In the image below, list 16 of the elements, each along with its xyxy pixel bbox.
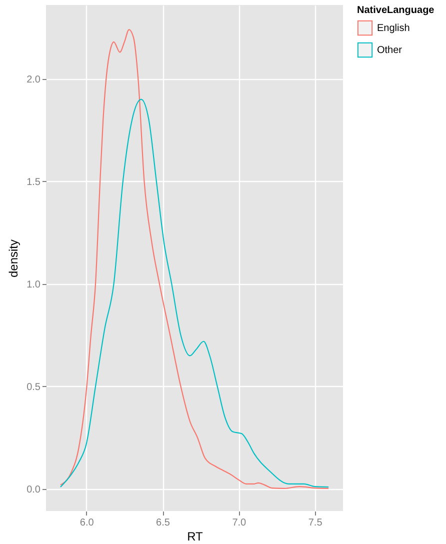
x-tick-label: 7.0	[232, 518, 247, 528]
line-series	[60, 29, 330, 489]
x-axis-title: RT	[187, 530, 204, 544]
legend-title: NativeLanguage	[357, 5, 435, 16]
y-tick-label: 1.5	[26, 176, 41, 188]
y-tick-label: 1.0	[26, 279, 41, 290]
x-tick-label: 6.5	[156, 518, 170, 528]
y-axis-title: density	[6, 239, 21, 278]
legend-label: Other	[377, 45, 403, 56]
legend-label: English	[377, 23, 410, 34]
x-tick-label: 7.5	[308, 518, 323, 528]
y-tick-label: 2.0	[26, 74, 41, 86]
y-tick-label: 0.0	[26, 484, 41, 496]
line-series	[60, 98, 330, 488]
y-tick-label: 0.5	[26, 382, 41, 393]
x-tick-label: 6.0	[80, 518, 94, 528]
